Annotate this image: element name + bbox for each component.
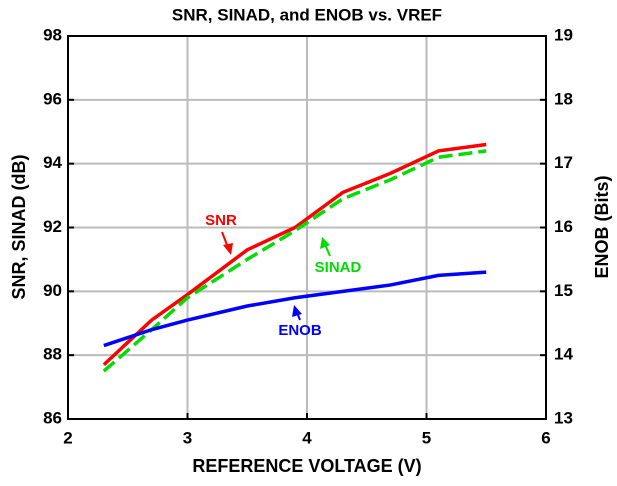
x-tick-label: 4 xyxy=(302,428,312,447)
y-tick-label: 90 xyxy=(43,281,62,300)
x-tick-label: 2 xyxy=(63,428,72,447)
y-tick-label: 88 xyxy=(43,345,62,364)
y-axis-label: SNR, SINAD (dB) xyxy=(9,155,29,300)
y2-tick-label: 13 xyxy=(554,408,573,427)
y2-tick-label: 18 xyxy=(554,89,573,108)
y2-tick-label: 19 xyxy=(554,25,573,44)
y2-axis-label: ENOB (Bits) xyxy=(592,175,612,278)
y2-tick-label: 17 xyxy=(554,153,573,172)
chart-title: SNR, SINAD, and ENOB vs. VREF xyxy=(172,5,442,24)
x-tick-label: 5 xyxy=(422,428,431,447)
series-annotation: SINAD xyxy=(315,259,362,276)
x-axis-label: REFERENCE VOLTAGE (V) xyxy=(192,456,421,476)
series-line xyxy=(102,149,487,373)
series-line xyxy=(102,142,487,367)
y-tick-label: 96 xyxy=(43,89,62,108)
annotation-arrows xyxy=(221,231,331,321)
y-tick-label: 94 xyxy=(43,153,62,172)
y-tick-label: 98 xyxy=(43,25,62,44)
series-line xyxy=(103,270,487,348)
y2-tick-label: 14 xyxy=(554,345,573,364)
x-tick-label: 6 xyxy=(541,428,550,447)
y-tick-label: 86 xyxy=(43,408,62,427)
plot-frame xyxy=(67,35,547,420)
y-tick-label: 92 xyxy=(43,217,62,236)
x-tick-label: 3 xyxy=(183,428,192,447)
y2-tick-label: 16 xyxy=(554,217,573,236)
y2-tick-label: 15 xyxy=(554,281,573,300)
series-annotation: ENOB xyxy=(278,322,322,339)
series-annotation: SNR xyxy=(205,212,237,229)
